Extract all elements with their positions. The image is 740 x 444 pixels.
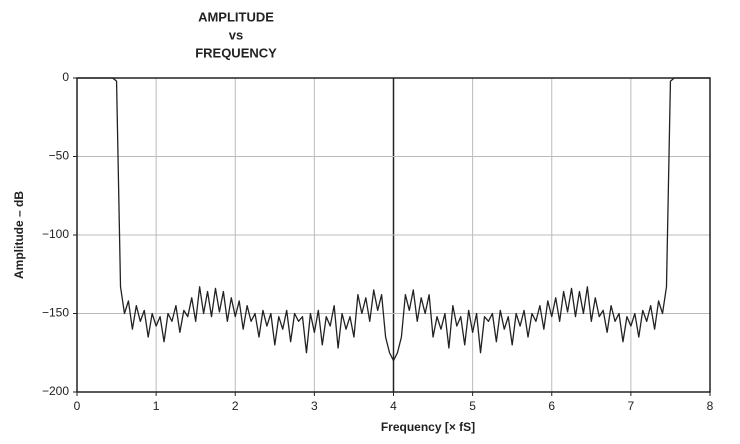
y-tick-label: −100 [42, 227, 69, 241]
y-tick-label: −50 [49, 149, 70, 163]
x-tick-label: 5 [469, 399, 476, 413]
x-tick-label: 7 [628, 399, 635, 413]
x-tick-label: 3 [311, 399, 318, 413]
y-tick-label: −200 [42, 384, 69, 398]
chart-title: FREQUENCY [195, 45, 277, 60]
x-tick-label: 0 [74, 399, 81, 413]
chart-title: AMPLITUDE [198, 9, 274, 24]
x-axis-label: Frequency [× fS] [381, 420, 475, 434]
chart-title: vs [229, 27, 243, 42]
x-tick-label: 2 [232, 399, 239, 413]
y-tick-label: −150 [42, 306, 69, 320]
y-tick-label: 0 [62, 70, 69, 84]
y-axis-label: Amplitude – dB [12, 191, 26, 279]
x-tick-label: 4 [390, 399, 397, 413]
x-tick-label: 1 [153, 399, 160, 413]
plot-frame [76, 77, 711, 393]
x-tick-label: 6 [548, 399, 555, 413]
x-tick-label: 8 [707, 399, 714, 413]
line-series [77, 77, 710, 362]
